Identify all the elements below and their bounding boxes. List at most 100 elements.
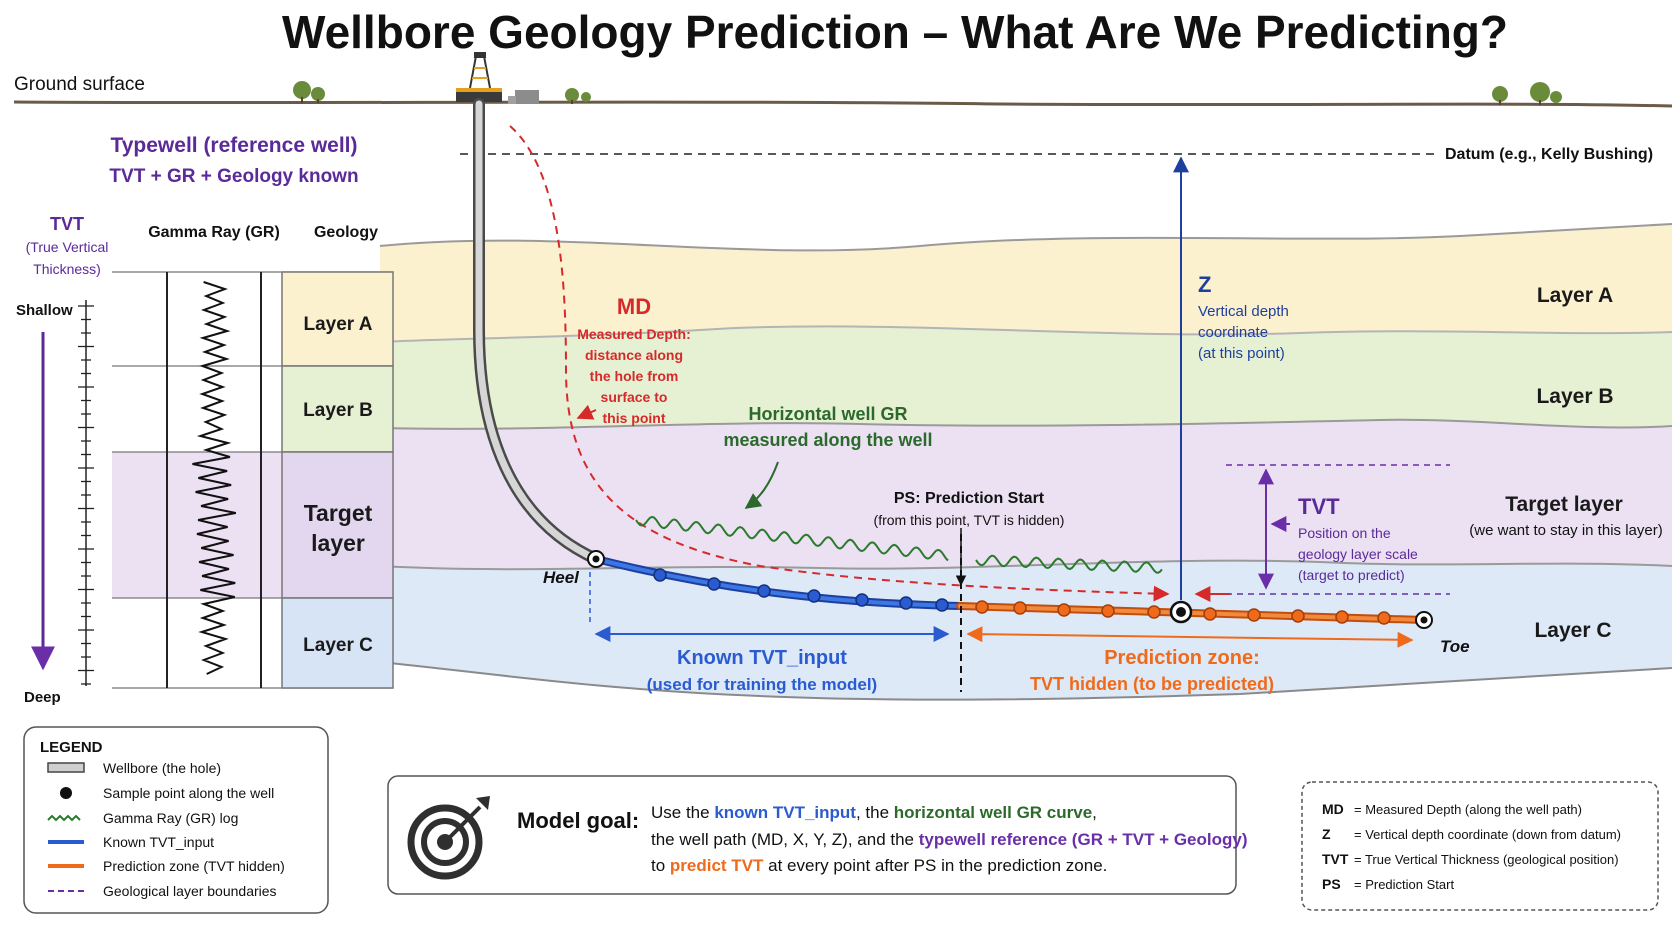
abbreviations-list: MD = Measured Depth (along the well path)… bbox=[1322, 801, 1621, 892]
abbreviation-term: PS bbox=[1322, 876, 1341, 892]
goal-line1-gr: horizontal well GR curve bbox=[894, 803, 1092, 822]
horizontal-gr-curve-prediction bbox=[975, 554, 1163, 574]
md-dashed-path bbox=[509, 125, 1170, 602]
prediction-zone-label: Prediction zone: bbox=[1104, 647, 1260, 669]
geology-layer-a: Layer A bbox=[304, 314, 373, 335]
abbreviation-term: Z bbox=[1322, 826, 1331, 842]
goal-line1-part1: Use the bbox=[651, 803, 714, 822]
tvt-title: TVT bbox=[1298, 494, 1340, 519]
geology-layer-b: Layer B bbox=[303, 400, 373, 421]
layer-a-label: Layer A bbox=[1537, 284, 1613, 307]
ps-label: PS: Prediction Start bbox=[894, 490, 1045, 507]
md-line-2: distance along bbox=[585, 347, 683, 363]
abbreviations-box bbox=[1301, 781, 1659, 911]
geology-target-layer: Target bbox=[304, 500, 373, 526]
legend-item-prediction: Prediction zone (TVT hidden) bbox=[103, 858, 285, 874]
prediction-zone-arrow bbox=[966, 626, 1414, 648]
z-line-1: Vertical depth bbox=[1198, 303, 1289, 320]
toe-point bbox=[1415, 611, 1433, 629]
model-goal-label: Model goal: bbox=[517, 808, 639, 833]
deep-label: Deep bbox=[24, 689, 61, 706]
known-zone-sublabel: (used for training the model) bbox=[647, 675, 877, 694]
z-line-3: (at this point) bbox=[1198, 345, 1285, 362]
known-zone-label: Known TVT_input bbox=[677, 647, 847, 669]
tvt-header-line2: (True Vertical bbox=[26, 239, 109, 255]
legend-box bbox=[23, 726, 329, 914]
z-measure-point bbox=[1169, 600, 1193, 624]
model-goal-line-2: the well path (MD, X, Y, Z), and the typ… bbox=[651, 830, 1248, 849]
prediction-zone-sublabel: TVT hidden (to be predicted) bbox=[1030, 674, 1274, 694]
legend-item-boundary: Geological layer boundaries bbox=[103, 883, 277, 899]
typewell-gr-curve bbox=[192, 281, 236, 675]
legend-item-known: Known TVT_input bbox=[103, 834, 214, 850]
goal-line1-part5: , bbox=[1092, 803, 1097, 822]
ground-surface-line bbox=[13, 100, 1672, 108]
gr-header: Gamma Ray (GR) bbox=[148, 224, 280, 241]
goal-line3-part3: at every point after PS in the predictio… bbox=[763, 856, 1107, 875]
wellbore-inner bbox=[475, 100, 600, 563]
horizontal-gr-curve-known bbox=[635, 515, 949, 562]
legend-gr-swatch bbox=[47, 814, 81, 822]
layer-b-label: Layer B bbox=[1536, 385, 1613, 408]
layer-c-label: Layer C bbox=[1534, 619, 1611, 642]
geology-layer-c: Layer C bbox=[303, 635, 373, 656]
md-pointer-arrow bbox=[576, 404, 597, 420]
legend-title: LEGEND bbox=[40, 739, 103, 756]
geology-column bbox=[281, 271, 394, 689]
abbreviation-description: = Measured Depth (along the well path) bbox=[1354, 802, 1582, 817]
target-layer-sublabel: (we want to stay in this layer) bbox=[1469, 522, 1662, 539]
layer-a-band bbox=[380, 224, 1672, 342]
abbreviation-term: TVT bbox=[1322, 851, 1349, 867]
gr-pointer-arrow bbox=[744, 461, 779, 509]
target-layer-label: Target layer bbox=[1505, 493, 1623, 516]
shallow-label: Shallow bbox=[16, 302, 73, 319]
goal-line3-predict: predict TVT bbox=[670, 856, 764, 875]
gr-track-borders bbox=[166, 272, 262, 688]
md-line-1: Measured Depth: bbox=[577, 326, 691, 342]
tvt-header-line3: Thickness) bbox=[33, 261, 101, 277]
legend-wellbore-swatch bbox=[47, 762, 85, 773]
page-title: Wellbore Geology Prediction – What Are W… bbox=[282, 6, 1508, 58]
md-title: MD bbox=[617, 294, 651, 319]
prediction-sample-points bbox=[975, 600, 1391, 625]
goal-line1-part3: , the bbox=[856, 803, 894, 822]
layer-boundaries bbox=[379, 223, 1672, 701]
md-line-3: the hole from bbox=[590, 368, 679, 384]
model-goal-line-1: Use the known TVT_input, the horizontal … bbox=[651, 803, 1097, 822]
tree-icon bbox=[293, 81, 1562, 105]
target-layer-band bbox=[380, 419, 1672, 570]
datum-label: Datum (e.g., Kelly Bushing) bbox=[1445, 146, 1653, 163]
gr-annotation-line2: measured along the well bbox=[723, 430, 932, 450]
geology-header: Geology bbox=[314, 224, 378, 241]
md-line-4: surface to bbox=[601, 389, 668, 405]
goal-line2-typewell: typewell reference (GR + TVT + Geology) bbox=[919, 830, 1248, 849]
drilling-rig-icon bbox=[456, 52, 539, 104]
goal-line2-part1: the well path (MD, X, Y, Z), and the bbox=[651, 830, 919, 849]
tvt-scale-ticks bbox=[78, 305, 94, 685]
gr-annotation-line1: Horizontal well GR bbox=[748, 404, 907, 424]
abbreviation-term: MD bbox=[1322, 801, 1344, 817]
model-goal-box bbox=[387, 775, 1237, 895]
tvt-header: TVT bbox=[50, 214, 84, 234]
legend-item-wellbore: Wellbore (the hole) bbox=[103, 760, 221, 776]
typewell-title: Typewell (reference well) bbox=[110, 134, 357, 157]
target-icon bbox=[407, 796, 490, 880]
ps-sublabel: (from this point, TVT is hidden) bbox=[874, 512, 1065, 528]
tvt-line-2: geology layer scale bbox=[1298, 546, 1418, 562]
legend-item-sample-point: Sample point along the well bbox=[103, 785, 274, 801]
heel-point bbox=[587, 550, 605, 568]
geology-target-layer-line2: layer bbox=[311, 530, 365, 556]
md-line-5: this point bbox=[603, 410, 666, 426]
typewell-bands bbox=[112, 272, 282, 688]
layer-b-band bbox=[380, 326, 1672, 429]
abbreviation-description: = True Vertical Thickness (geological po… bbox=[1354, 852, 1619, 867]
goal-line3-part1: to bbox=[651, 856, 670, 875]
goal-line1-known: known TVT_input bbox=[714, 803, 856, 822]
model-goal-line-3: to predict TVT at every point after PS i… bbox=[651, 856, 1107, 875]
abbreviation-description: = Prediction Start bbox=[1354, 877, 1454, 892]
z-line-2: coordinate bbox=[1198, 324, 1268, 341]
z-title: Z bbox=[1198, 272, 1211, 297]
heel-label: Heel bbox=[543, 568, 580, 587]
ground-surface-label: Ground surface bbox=[14, 74, 145, 95]
